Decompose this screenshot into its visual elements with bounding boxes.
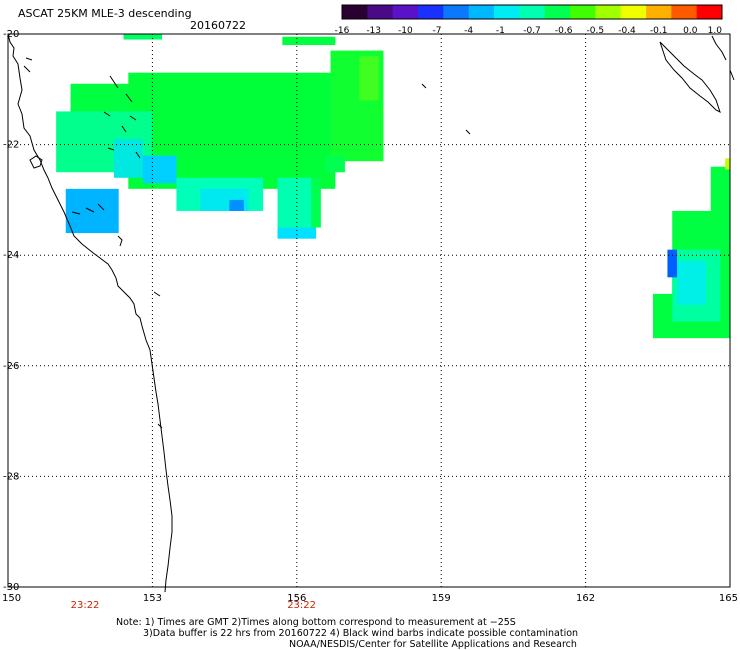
- colorbar-swatch: [696, 5, 723, 19]
- colorbar-tick-label: -10: [398, 26, 413, 36]
- time-label: 23:22: [71, 600, 100, 611]
- lon-label: 156: [287, 593, 306, 604]
- lon-label: 165: [719, 593, 738, 604]
- lat-label: -20: [3, 29, 19, 40]
- wind-swaths: [56, 34, 730, 339]
- colorbar-swatch: [671, 5, 698, 19]
- wind-swath-cell-23: [667, 249, 678, 278]
- colorbar-swatch: [595, 5, 622, 19]
- colorbar-tick-label: -0.6: [555, 26, 573, 36]
- colorbar-tick-label: -0.4: [618, 26, 636, 36]
- footnote-line-1: Note: 1) Times are GMT 2)Times along bot…: [116, 617, 516, 628]
- wind-swath-cell-5: [113, 139, 143, 178]
- colorbar-swatch: [443, 5, 470, 19]
- colorbar-tick-label: -0.1: [650, 26, 668, 36]
- longitude-labels: 150 153 156 159 162 165: [2, 593, 738, 604]
- colorbar-swatch: [418, 5, 444, 19]
- wind-swath-cell-3: [359, 56, 379, 101]
- colorbar-tick-label: -13: [366, 26, 381, 36]
- colorbar-tick-label: 0.0: [683, 26, 698, 36]
- colorbar-swatch: [620, 5, 647, 19]
- australia-coastline: [7, 33, 173, 593]
- colorbar-swatch: [646, 5, 672, 19]
- colorbar-swatch: [519, 5, 546, 19]
- lat-label: -24: [3, 250, 19, 261]
- colorbar-tick-label: -0.7: [523, 26, 541, 36]
- lat-label: -28: [3, 471, 19, 482]
- colorbar-swatch: [367, 5, 394, 19]
- coral-cays: [71, 203, 105, 215]
- colorbar: -16 -13 -10 -7 -4 -1 -0.7 -0.6 -0.5 -0.4 -0.1 0.0 1.…: [335, 4, 723, 36]
- wind-swath-cell-15: [282, 36, 336, 46]
- wind-swath-cell-6: [142, 155, 177, 184]
- wind-swath-cell-14: [123, 34, 163, 40]
- colorbar-swatch: [544, 5, 571, 19]
- lat-label: -30: [3, 582, 19, 593]
- vanuatu-coastline: [711, 35, 735, 81]
- fraser-island: [117, 235, 123, 247]
- whitsunday-islands: [29, 155, 43, 169]
- lon-label: 162: [576, 593, 595, 604]
- lon-label: 150: [2, 593, 21, 604]
- footnote-line-2: 3)Data buffer is 22 hrs from 20160722 4)…: [143, 628, 578, 639]
- lat-label: -22: [3, 140, 19, 151]
- footnote-line-3: NOAA/NESDIS/Center for Satellite Applica…: [289, 639, 577, 650]
- colorbar-swatch: [570, 5, 596, 19]
- colorbar-tick-label: -1: [496, 26, 505, 36]
- wind-swath-cell-19: [710, 166, 730, 217]
- lat-label: -26: [3, 361, 19, 372]
- colorbar-swatch: [342, 5, 368, 19]
- wind-swath-cell-20: [725, 158, 730, 170]
- coral-sea-reefs: [23, 57, 471, 429]
- map-frame: [7, 33, 731, 588]
- colorbar-swatch: [494, 5, 520, 19]
- wind-swath-cell-13: [325, 155, 345, 173]
- product-date: 20160722: [190, 19, 246, 32]
- wind-swath-cell-22: [677, 260, 706, 305]
- map-area: -20 -22 -24 -26 -28 -30 150 153 156 159 162 165 23…: [2, 29, 738, 611]
- colorbar-tick-label: -7: [433, 26, 442, 36]
- time-labels: 23:22 23:22: [71, 600, 316, 611]
- colorbar-labels: -16 -13 -10 -7 -4 -1 -0.7 -0.6 -0.5 -0.4 -0.1 0.0 1.…: [335, 26, 723, 36]
- lon-label: 153: [143, 593, 162, 604]
- wind-swath-cell-9: [229, 199, 244, 211]
- wind-swath-cell-12: [311, 177, 321, 228]
- graticule: [8, 34, 730, 587]
- colorbar-swatches: [342, 5, 723, 19]
- time-label: 23:22: [287, 600, 316, 611]
- latitude-labels: -20 -22 -24 -26 -28 -30: [3, 29, 19, 593]
- wind-swath-cell-11: [277, 227, 317, 239]
- colorbar-swatch: [392, 5, 419, 19]
- product-title: ASCAT 25KM MLE-3 descending: [18, 7, 192, 20]
- new-caledonia-coastline: [659, 41, 721, 113]
- colorbar-tick-label: 1.0: [708, 26, 723, 36]
- colorbar-tick-label: -16: [335, 26, 350, 36]
- lon-label: 159: [432, 593, 451, 604]
- colorbar-swatch: [468, 5, 495, 19]
- colorbar-tick-label: -0.5: [587, 26, 605, 36]
- colorbar-tick-label: -4: [464, 26, 473, 36]
- colorbar-frame: [341, 4, 723, 20]
